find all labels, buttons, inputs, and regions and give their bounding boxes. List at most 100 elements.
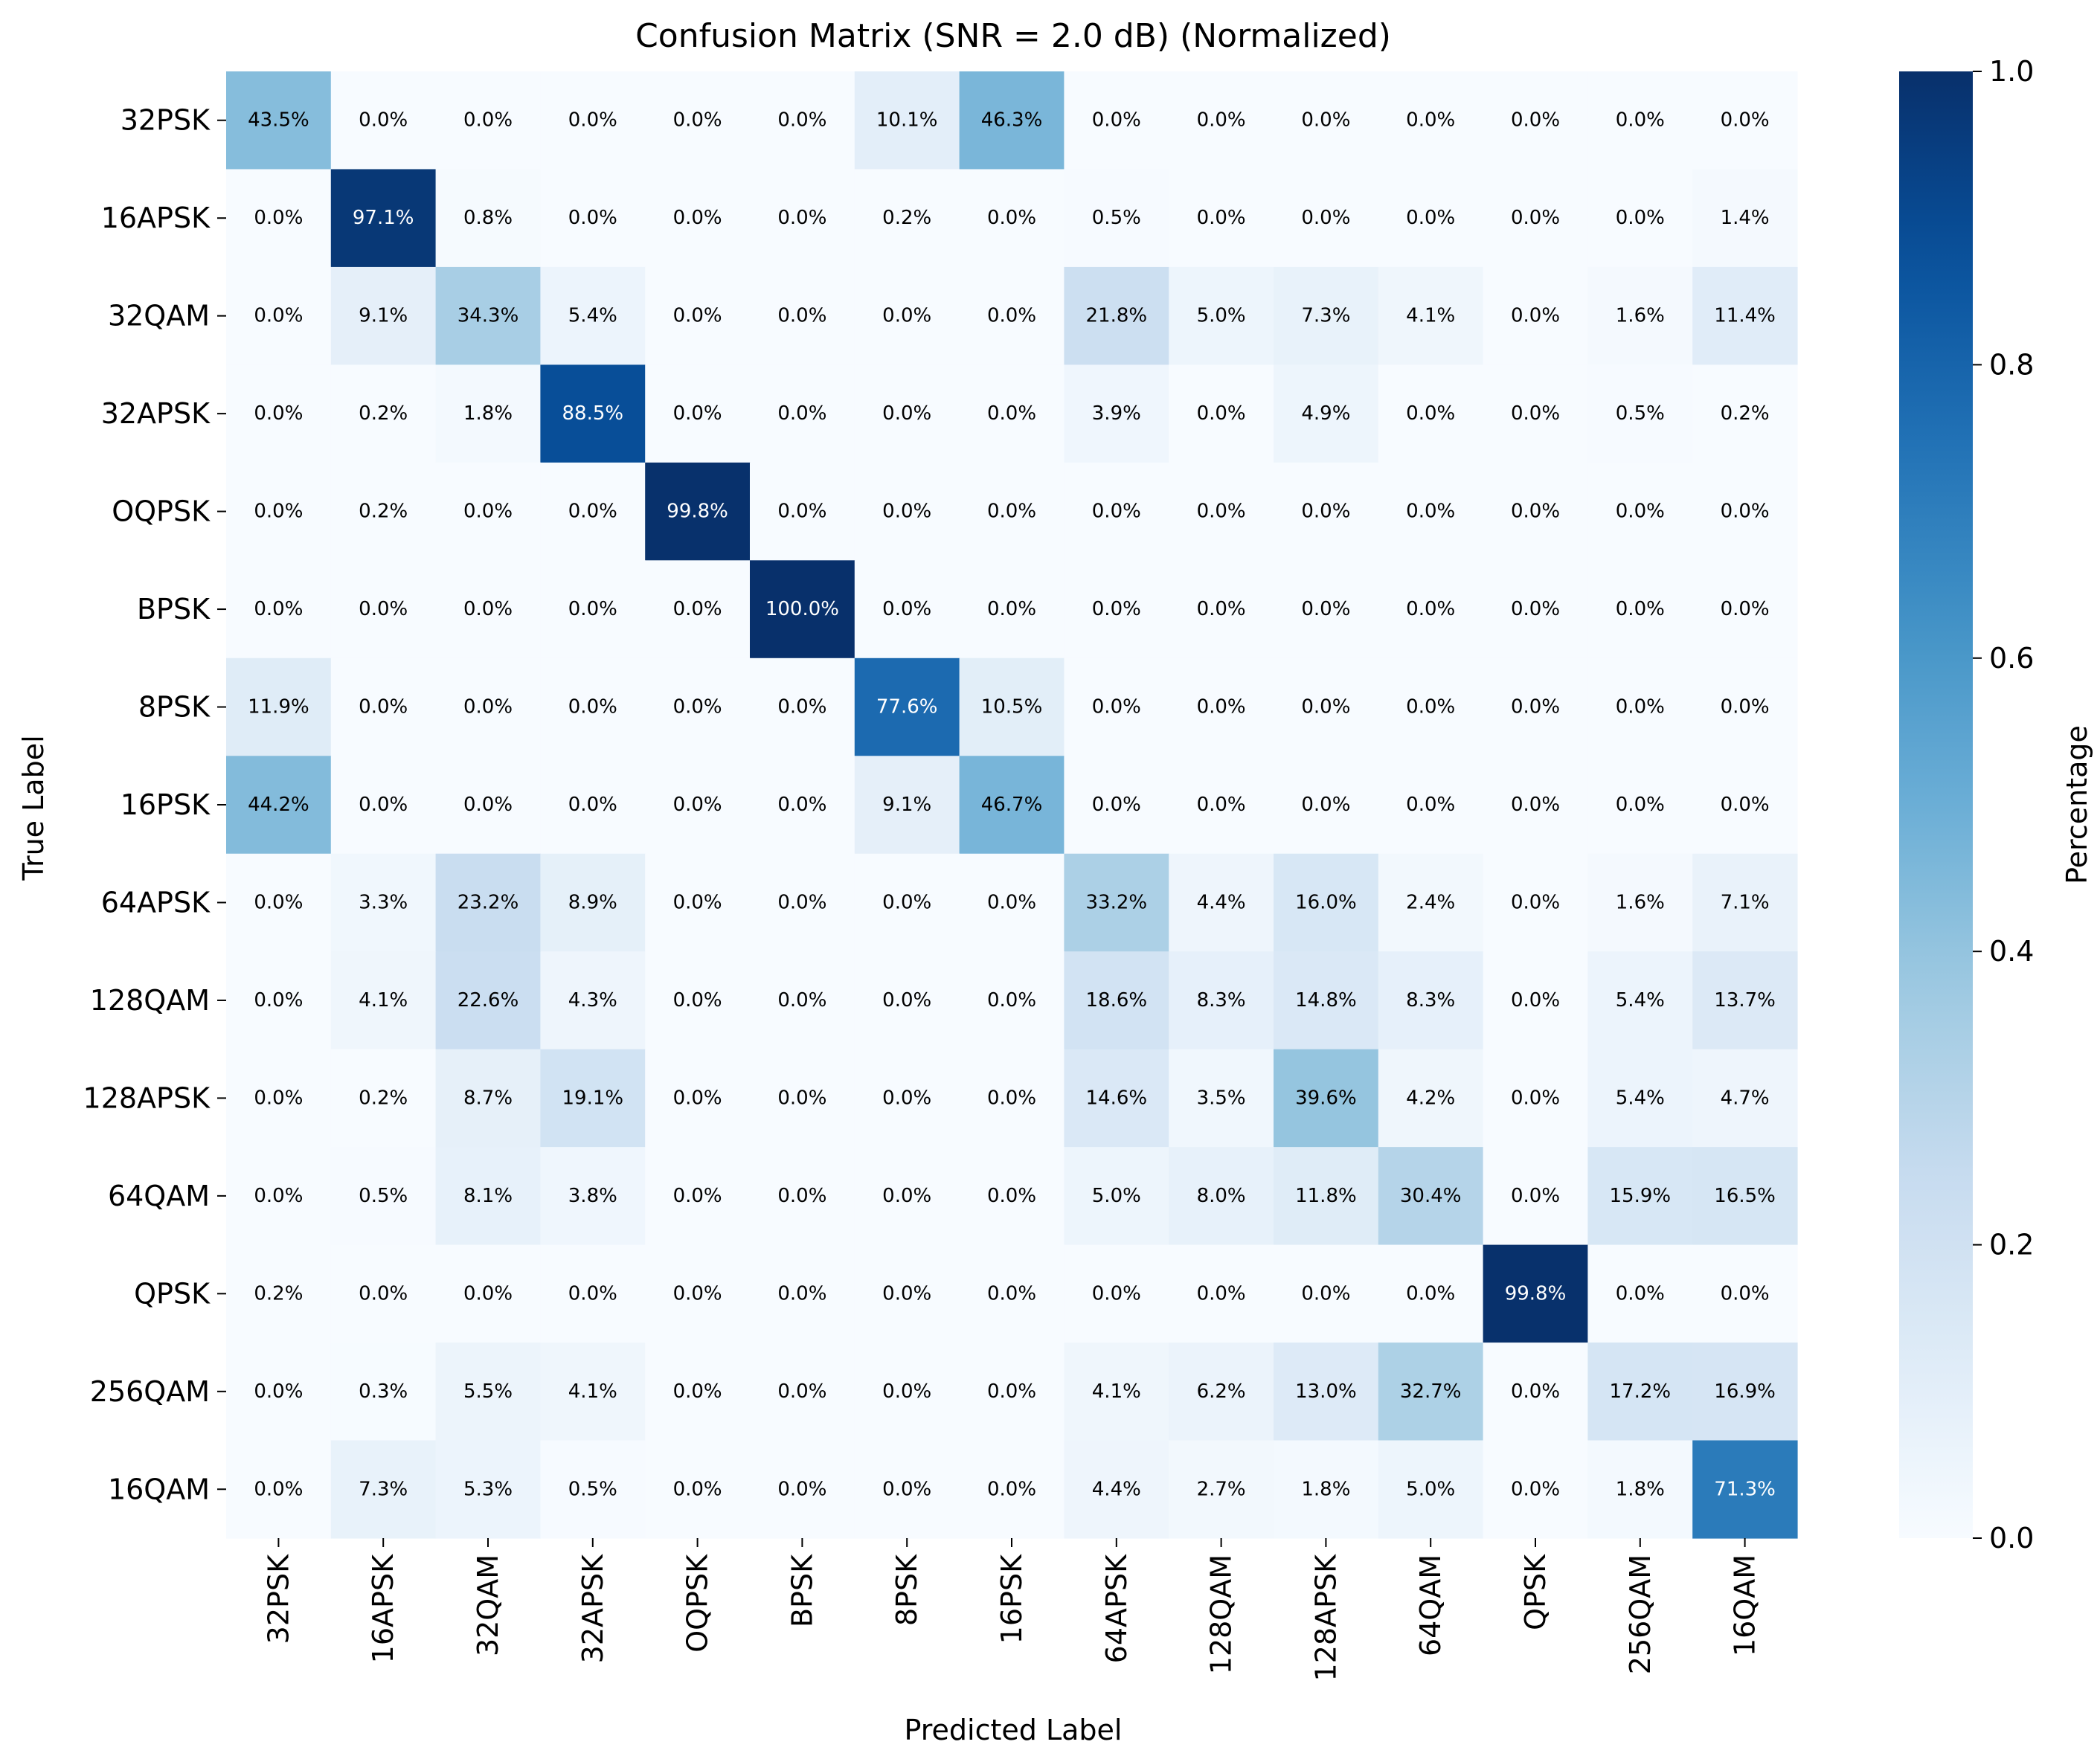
cell-value-label: 0.0% (568, 501, 617, 523)
heatmap-cell (959, 1049, 1065, 1148)
heatmap-cell (226, 853, 332, 952)
heatmap-cell (1587, 1244, 1693, 1343)
cell-value-label: 0.0% (1511, 794, 1560, 816)
heatmap-cell (1483, 951, 1588, 1050)
heatmap-cell (540, 657, 646, 756)
cell-value-label: 0.0% (1616, 501, 1665, 523)
cell-value-label: 44.2% (248, 794, 309, 816)
heatmap-cell (1064, 1049, 1169, 1148)
cell-value-label: 0.0% (1511, 1087, 1560, 1109)
cell-value-label: 16.0% (1295, 891, 1357, 913)
cell-value-label: 0.0% (1406, 696, 1455, 718)
x-tick-label: OQPSK (681, 1554, 714, 1653)
heatmap-cell (959, 560, 1065, 659)
heatmap-cell (1274, 1343, 1379, 1441)
cell-value-label: 0.0% (359, 794, 408, 816)
y-axis-label: True Label (17, 735, 50, 881)
cell-value-label: 0.0% (254, 1380, 303, 1403)
cell-value-label: 0.0% (359, 696, 408, 718)
cell-value-label: 0.5% (1616, 402, 1665, 425)
heatmap-cell (1169, 1049, 1274, 1148)
heatmap-cell (1692, 1147, 1798, 1246)
heatmap-cell (435, 1244, 541, 1343)
cell-value-label: 0.0% (1511, 305, 1560, 327)
heatmap-cell (226, 1244, 332, 1343)
heatmap-cell (854, 169, 960, 268)
heatmap-cell (645, 462, 751, 561)
cell-value-label: 0.0% (1511, 891, 1560, 913)
cell-value-label: 0.0% (1511, 989, 1560, 1012)
cell-value-label: 0.0% (673, 696, 722, 718)
cell-value-label: 0.0% (254, 402, 303, 425)
heatmap-cell (750, 266, 855, 365)
cell-value-label: 0.0% (777, 1380, 826, 1403)
cell-value-label: 0.0% (1406, 402, 1455, 425)
heatmap-cell (226, 1049, 332, 1148)
heatmap-cell (1692, 951, 1798, 1050)
heatmap-cell (1064, 756, 1169, 855)
cell-value-label: 0.0% (673, 891, 722, 913)
heatmap-cell (1064, 462, 1169, 561)
x-tick-label: 32QAM (472, 1554, 504, 1656)
heatmap-cell (959, 462, 1065, 561)
x-tick-label: QPSK (1519, 1554, 1552, 1630)
cell-value-label: 0.0% (1406, 794, 1455, 816)
heatmap-cell (1064, 560, 1169, 659)
heatmap-cell (1483, 1343, 1588, 1441)
x-tick-label: 16QAM (1729, 1554, 1762, 1656)
heatmap-cell (854, 1244, 960, 1343)
heatmap-cell (645, 1244, 751, 1343)
heatmap-cell (1169, 169, 1274, 268)
cell-value-label: 0.0% (673, 1087, 722, 1109)
cell-value-label: 4.4% (1197, 891, 1246, 913)
heatmap-cell (1587, 951, 1693, 1050)
cell-value-label: 0.0% (1721, 794, 1770, 816)
heatmap-cell (540, 1147, 646, 1246)
heatmap-cell (959, 1440, 1065, 1539)
heatmap-cell (540, 266, 646, 365)
cell-value-label: 0.0% (673, 989, 722, 1012)
cell-value-label: 1.6% (1616, 891, 1665, 913)
cell-value-label: 0.0% (1406, 598, 1455, 620)
x-tick-label: 16APSK (367, 1554, 399, 1663)
cell-value-label: 34.3% (457, 305, 519, 327)
heatmap-cell (959, 756, 1065, 855)
heatmap-cell (1169, 560, 1274, 659)
cell-value-label: 7.1% (1721, 891, 1770, 913)
heatmap-cell (645, 560, 751, 659)
cell-value-label: 5.0% (1092, 1185, 1141, 1207)
y-tick-label: 64APSK (101, 886, 211, 919)
cell-value-label: 4.1% (359, 989, 408, 1012)
cell-value-label: 33.2% (1085, 891, 1147, 913)
cell-value-label: 0.0% (463, 794, 513, 816)
cell-value-label: 8.0% (1197, 1185, 1246, 1207)
heatmap-cell (1587, 364, 1693, 463)
cell-value-label: 7.3% (1301, 305, 1350, 327)
heatmap-cell (1483, 1440, 1588, 1539)
cell-value-label: 0.2% (359, 1087, 408, 1109)
heatmap-cell (959, 71, 1065, 170)
heatmap-cell (1483, 560, 1588, 659)
heatmap-cell (1483, 1049, 1588, 1148)
heatmap-cell (226, 462, 332, 561)
cell-value-label: 0.0% (1721, 109, 1770, 132)
heatmap-cell (1169, 1440, 1274, 1539)
heatmap-cell (1169, 756, 1274, 855)
heatmap-cell (1692, 1343, 1798, 1441)
cell-value-label: 0.0% (1092, 794, 1141, 816)
x-tick-label: 128APSK (1309, 1554, 1342, 1682)
cell-value-label: 0.0% (673, 1478, 722, 1500)
cell-value-label: 0.0% (882, 1478, 931, 1500)
heatmap-cell (1169, 1343, 1274, 1441)
heatmap-cell (1587, 1147, 1693, 1246)
heatmap-cell (1064, 169, 1169, 268)
heatmap-cell (1483, 853, 1588, 952)
heatmap-cell (1274, 657, 1379, 756)
cell-value-label: 0.0% (1616, 794, 1665, 816)
cell-value-label: 0.0% (463, 598, 513, 620)
cell-value-label: 0.0% (882, 1282, 931, 1305)
heatmap-cell (540, 1244, 646, 1343)
cell-value-label: 0.0% (777, 891, 826, 913)
heatmap-cell (226, 71, 332, 170)
cell-value-label: 0.0% (1301, 501, 1350, 523)
